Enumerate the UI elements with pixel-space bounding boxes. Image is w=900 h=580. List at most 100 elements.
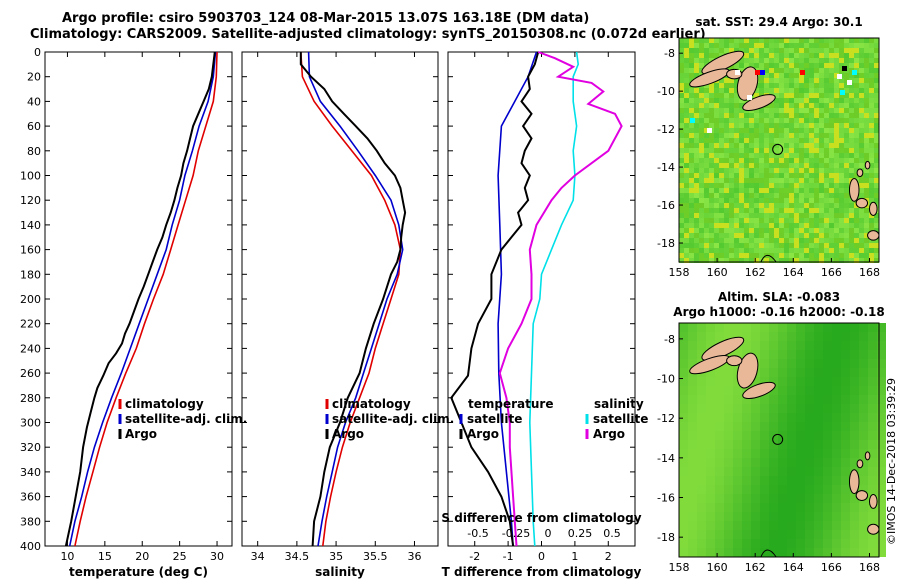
sst_map-cell — [784, 183, 789, 188]
sla_map-cell — [841, 431, 850, 440]
sst_map-cell — [754, 183, 759, 188]
sst_map-cell — [689, 68, 694, 73]
sla_map-cell — [760, 458, 769, 467]
sst_map-cell — [819, 68, 824, 73]
sst_map-cell — [809, 48, 814, 53]
sst_map-cell — [724, 203, 729, 208]
sst_map-cell — [774, 153, 779, 158]
sla_map-cell — [679, 521, 688, 530]
sst_map-cell — [809, 108, 814, 113]
sst_map-cell — [874, 248, 879, 253]
sla_map-cell — [706, 476, 715, 485]
sla_map-cell — [706, 467, 715, 476]
sst_map-cell — [709, 103, 714, 108]
sst_map-cell — [709, 133, 714, 138]
sla_map-cell — [769, 332, 778, 341]
sst_map-cell — [849, 173, 854, 178]
sst_map-cell — [759, 243, 764, 248]
sla_map-cell — [841, 359, 850, 368]
sst_map-cell — [779, 128, 784, 133]
sst_map-cell — [689, 128, 694, 133]
sla_map-cell — [751, 404, 760, 413]
sst_map-cell — [774, 233, 779, 238]
sst_map-cell — [714, 243, 719, 248]
sla_map-cell — [859, 386, 868, 395]
sst-map-anomaly-pixel — [842, 66, 847, 71]
sla_map-cell — [751, 548, 760, 557]
sst_map-cell — [834, 173, 839, 178]
sst_map-cell — [869, 218, 874, 223]
sst_map-cell — [779, 148, 784, 153]
sla_map-cell — [778, 530, 787, 539]
sst_map-cell — [694, 108, 699, 113]
sst_map-cell — [694, 173, 699, 178]
sst_map-xtick-label: 166 — [821, 266, 842, 279]
sst_map-cell — [704, 108, 709, 113]
sla_map-cell — [814, 431, 823, 440]
sst_map-cell — [729, 253, 734, 258]
sla_map-cell — [679, 377, 688, 386]
sst_map-cell — [759, 218, 764, 223]
sst_map-cell — [789, 203, 794, 208]
sst_map-cell — [739, 123, 744, 128]
sst_map-cell — [774, 118, 779, 123]
sla_map-cell — [742, 503, 751, 512]
sst_map-cell — [834, 223, 839, 228]
sla_map-cell — [868, 359, 877, 368]
sla_map-cell — [859, 440, 868, 449]
temperature-ytick-label: 220 — [20, 318, 41, 331]
sla_map-cell — [769, 539, 778, 548]
sla_map-cell — [787, 503, 796, 512]
sst_map-cell — [739, 253, 744, 258]
sst_map-cell — [764, 233, 769, 238]
sst_map-cell — [844, 48, 849, 53]
sst_map-cell — [724, 38, 729, 43]
temperature-legend-entry: climatology — [125, 397, 204, 411]
sst_map-cell — [814, 143, 819, 148]
sst_map-cell — [874, 148, 879, 153]
sla_map-cell — [841, 539, 850, 548]
sst_map-cell — [754, 133, 759, 138]
sst_map-cell — [734, 88, 739, 93]
sst_map-cell — [734, 133, 739, 138]
sst_map-cell — [839, 113, 844, 118]
sla_map-cell — [850, 377, 859, 386]
sst_map-cell — [869, 253, 874, 258]
sst_map-cell — [774, 223, 779, 228]
sla_map-cell — [679, 458, 688, 467]
sst_map-cell — [869, 53, 874, 58]
sst_map-cell — [844, 173, 849, 178]
sst_map-cell — [839, 128, 844, 133]
sla_map-cell — [832, 377, 841, 386]
sst-map-anomaly-pixel — [690, 118, 695, 123]
sst_map-cell — [869, 123, 874, 128]
sst_map-cell — [844, 133, 849, 138]
sst_map-cell — [824, 168, 829, 173]
sst_map-cell — [744, 168, 749, 173]
sst_map-cell — [759, 58, 764, 63]
sst_map-cell — [864, 228, 869, 233]
sla_map-island — [864, 451, 871, 461]
sst_map-cell — [729, 213, 734, 218]
sst_map-cell — [709, 198, 714, 203]
sla_map-cell — [760, 503, 769, 512]
sla_map-cell — [850, 341, 859, 350]
sla_map-cell — [742, 494, 751, 503]
sla_map-cell — [715, 449, 724, 458]
sla_map-cell — [814, 512, 823, 521]
sst_map-cell — [719, 188, 724, 193]
sla_map-cell — [679, 548, 688, 557]
sst_map-cell — [794, 118, 799, 123]
sst_map-cell — [874, 238, 879, 243]
sst_map-cell — [864, 243, 869, 248]
sst_map-cell — [809, 213, 814, 218]
sla_map-cell — [778, 332, 787, 341]
sla_map-cell — [706, 323, 715, 332]
sst_map-cell — [749, 208, 754, 213]
sst_map-cell — [859, 228, 864, 233]
sla_map-cell — [733, 350, 742, 359]
sst_map-cell — [709, 223, 714, 228]
sst_map-cell — [804, 163, 809, 168]
sst_map-cell — [709, 83, 714, 88]
sst_map-cell — [794, 138, 799, 143]
